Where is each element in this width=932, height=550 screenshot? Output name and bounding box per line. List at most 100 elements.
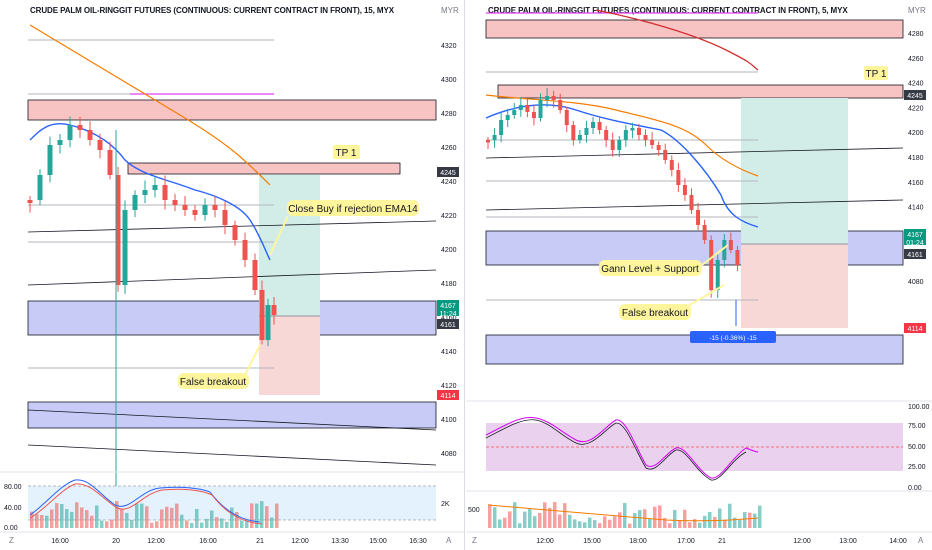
candle xyxy=(584,128,589,135)
candle xyxy=(663,150,668,160)
candle xyxy=(252,260,258,290)
candle xyxy=(492,135,497,140)
volume-bar xyxy=(513,502,517,528)
volume-bar xyxy=(240,520,244,528)
volume-bar xyxy=(708,512,712,528)
volume-bar xyxy=(55,503,59,528)
volume-bar xyxy=(115,501,119,528)
price-tick: 4260 xyxy=(441,145,457,152)
callout-pointer xyxy=(701,244,729,266)
volume-bar xyxy=(235,512,239,528)
auto-scale-button[interactable]: A xyxy=(446,536,452,545)
volume-tick: 2K xyxy=(441,501,450,508)
measure-badge xyxy=(690,331,776,343)
candle xyxy=(259,290,265,340)
stop-zone xyxy=(741,244,848,328)
volume-bar xyxy=(160,509,164,528)
target-zone xyxy=(259,175,320,316)
volume-bar xyxy=(45,515,49,528)
candle xyxy=(531,112,536,118)
candle xyxy=(57,140,63,145)
volume-bar xyxy=(170,507,174,528)
lower-support-zone xyxy=(27,401,437,429)
price-tick: 4140 xyxy=(908,205,924,212)
candle xyxy=(132,195,138,210)
candle xyxy=(265,305,271,340)
open-price-tag-bg xyxy=(437,319,459,329)
close-note-label: Close Buy if rejection EMA14 xyxy=(288,204,418,215)
volume-ma-line xyxy=(487,504,759,522)
volume-bar xyxy=(125,512,129,528)
candle xyxy=(115,175,121,285)
volume-bar xyxy=(563,503,567,528)
price-tick: 4180 xyxy=(908,155,924,162)
volume-bar xyxy=(703,515,707,528)
timezone-toggle[interactable]: Z xyxy=(9,536,14,545)
price-tick: 4280 xyxy=(441,111,457,118)
time-tick: 15:00 xyxy=(369,538,387,545)
candle xyxy=(597,122,602,130)
candle xyxy=(271,305,277,315)
candle xyxy=(669,160,674,170)
volume-bar xyxy=(35,514,39,528)
candle xyxy=(152,185,158,190)
volume-bar xyxy=(578,521,582,528)
volume-bar xyxy=(648,518,652,528)
trend-line xyxy=(27,409,437,431)
auto-scale-button[interactable]: A xyxy=(918,536,924,545)
oscillator-tick: 40.00 xyxy=(4,505,22,512)
currency-label: MYR xyxy=(441,6,459,15)
volume-bar xyxy=(90,515,94,528)
volume-bar xyxy=(588,517,592,528)
ema-slow-line xyxy=(595,9,759,71)
candle xyxy=(623,130,628,140)
left-chart-canvas[interactable]: TP 1 Close Buy if rejection EMA14 False br… xyxy=(0,0,464,550)
candle xyxy=(696,210,701,225)
volume-bar xyxy=(225,521,229,528)
support-zone xyxy=(27,300,437,336)
volume-bar xyxy=(533,516,537,528)
volume-bar xyxy=(673,509,677,528)
price-tick: 4240 xyxy=(441,179,457,186)
trend-line xyxy=(27,220,437,233)
candle xyxy=(212,205,218,210)
ema-fast-line xyxy=(29,123,271,261)
volume-bar xyxy=(65,509,69,528)
volume-bar xyxy=(130,519,134,528)
candle xyxy=(182,205,188,210)
volume-bar xyxy=(748,512,752,528)
candle xyxy=(67,125,73,140)
gann-callout xyxy=(599,260,702,276)
volume-bar xyxy=(150,522,154,528)
measure-label: -15 (-0.36%) -15 xyxy=(709,335,757,342)
time-tick: 12:00 xyxy=(536,538,554,545)
volume-bar xyxy=(663,517,667,528)
time-tick: 21 xyxy=(718,538,726,545)
right-chart-panel[interactable]: CRUDE PALM OIL-RINGGIT FUTURES (CONTINUO… xyxy=(466,0,932,550)
volume-bar xyxy=(633,513,637,528)
candle xyxy=(222,210,228,225)
volume-bar xyxy=(738,520,742,528)
left-chart-panel[interactable]: CRUDE PALM OIL-RINGGIT FUTURES (CONTINUO… xyxy=(0,0,465,550)
candle xyxy=(525,105,530,112)
volume-bar xyxy=(548,507,552,528)
volume-bar xyxy=(743,512,747,528)
chart-title: CRUDE PALM OIL-RINGGIT FUTURES (CONTINUO… xyxy=(30,6,394,15)
candle xyxy=(545,96,550,100)
volume-bar xyxy=(245,520,249,528)
candle xyxy=(512,110,517,115)
volume-bar xyxy=(205,518,209,528)
candle xyxy=(77,125,83,130)
resistance-zone xyxy=(485,19,904,39)
volume-bar xyxy=(270,517,274,528)
price-tick: 4100 xyxy=(441,417,457,424)
right-chart-canvas[interactable]: TP 1 Gann Level + Support False breakout -1… xyxy=(466,0,932,550)
volume-bar xyxy=(30,511,34,528)
volume-bar xyxy=(185,520,189,528)
candle xyxy=(702,225,707,240)
volume-bar xyxy=(538,512,542,528)
volume-bar xyxy=(120,509,124,528)
volume-bar xyxy=(608,519,612,528)
price-tick: 4240 xyxy=(908,81,924,88)
timezone-toggle[interactable]: Z xyxy=(472,536,477,545)
